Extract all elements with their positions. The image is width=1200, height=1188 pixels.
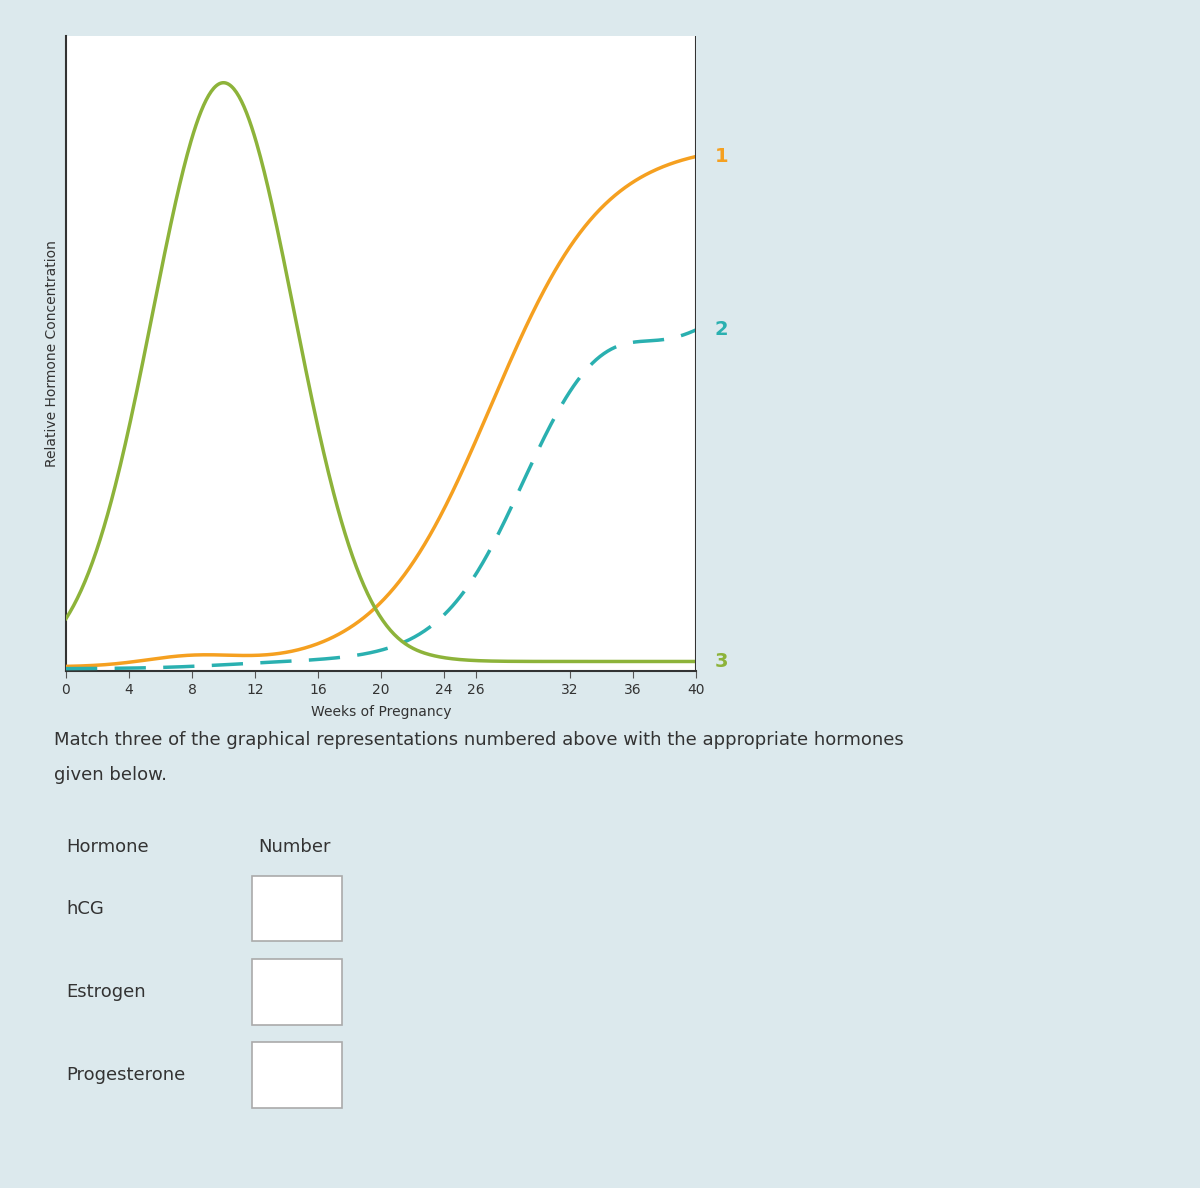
Bar	[252, 877, 342, 941]
Text: hCG: hCG	[66, 899, 103, 918]
Text: given below.: given below.	[54, 766, 167, 784]
Text: Hormone: Hormone	[66, 838, 149, 855]
Bar	[252, 1043, 342, 1107]
X-axis label: Weeks of Pregnancy: Weeks of Pregnancy	[311, 706, 451, 720]
Text: 1: 1	[715, 147, 728, 166]
Text: Progesterone: Progesterone	[66, 1066, 185, 1085]
Text: Match three of the graphical representations numbered above with the appropriate: Match three of the graphical representat…	[54, 731, 904, 748]
Text: Number: Number	[258, 838, 330, 855]
Y-axis label: Relative Hormone Concentration: Relative Hormone Concentration	[46, 240, 59, 467]
Bar	[252, 960, 342, 1024]
Text: 2: 2	[715, 321, 728, 340]
Text: 3: 3	[715, 652, 728, 671]
Text: Estrogen: Estrogen	[66, 982, 145, 1001]
